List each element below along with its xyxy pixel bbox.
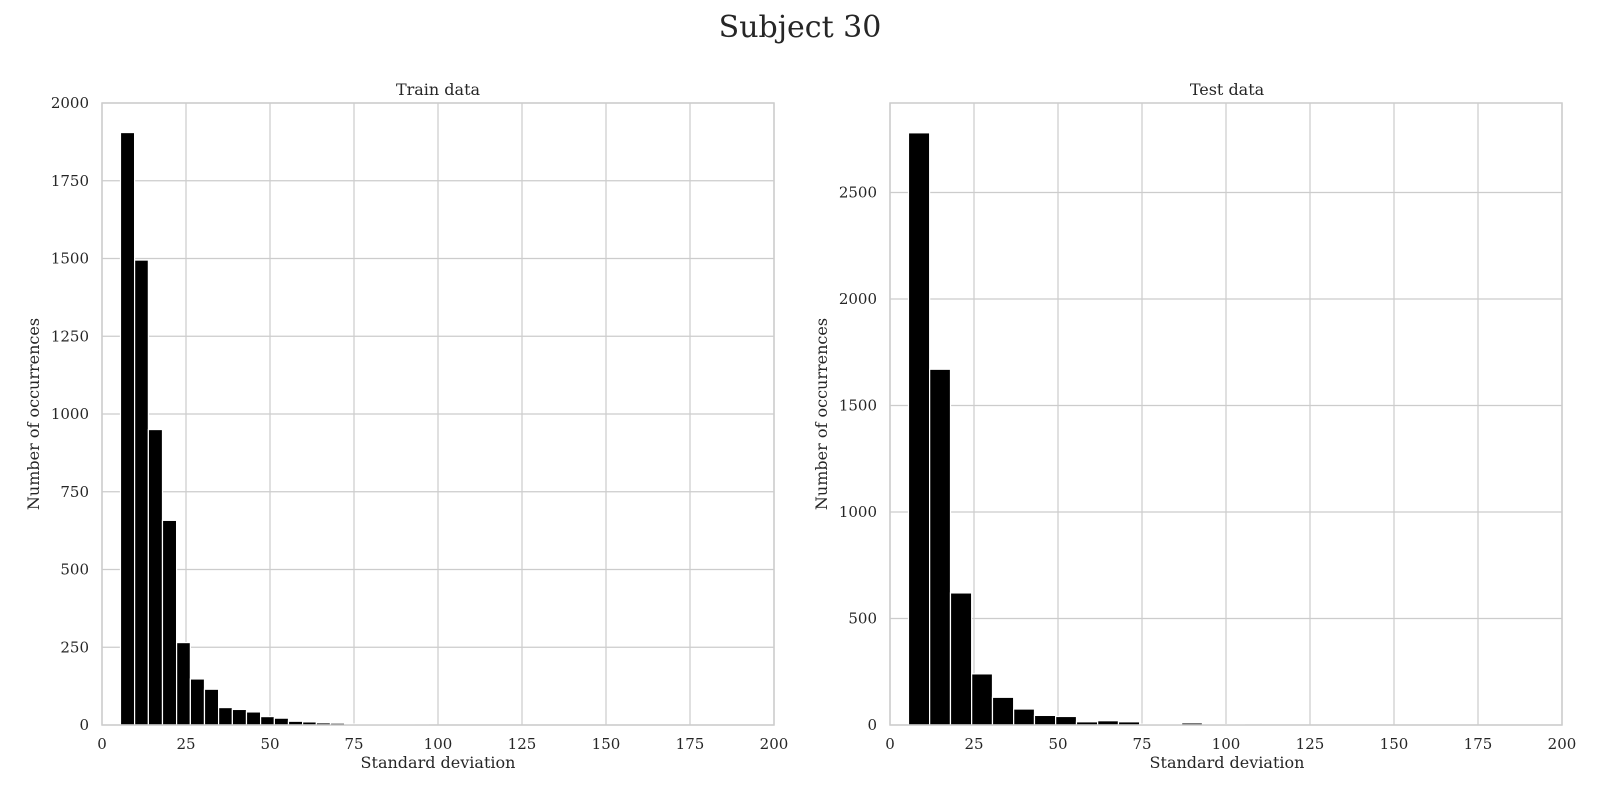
train-y-tick-label: 1750	[51, 172, 89, 190]
test-bar	[1013, 708, 1036, 726]
train-x-tick-label: 200	[760, 735, 789, 753]
train-x-tick-label: 150	[592, 735, 621, 753]
train-bar	[231, 708, 248, 726]
train-bar	[189, 678, 206, 726]
test-y-tick-label: 2500	[839, 183, 877, 201]
test-bars	[907, 132, 1246, 726]
train-y-tick-label: 1500	[51, 250, 89, 268]
figure-suptitle: Subject 30	[718, 10, 882, 45]
test-bar	[949, 592, 973, 726]
train-y-tick-label: 500	[60, 561, 89, 579]
train-bar	[259, 716, 275, 726]
train-y-tick-label: 250	[60, 638, 89, 656]
train-bar	[119, 131, 136, 726]
train-y-ticks: 0 250 500 750 1000 1250 1500 1750 2000	[51, 94, 89, 734]
train-plot-frame	[101, 102, 775, 726]
test-x-tick-label: 25	[964, 735, 983, 753]
test-bar	[1033, 714, 1057, 726]
test-x-tick-label: 75	[1132, 735, 1151, 753]
test-y-tick-label: 1500	[839, 396, 877, 414]
train-y-axis-label: Number of occurrences	[24, 318, 43, 510]
test-x-axis-label: Standard deviation	[1150, 753, 1305, 772]
test-x-tick-label: 0	[885, 735, 895, 753]
test-gridlines	[889, 103, 1563, 726]
test-x-tick-label: 175	[1464, 735, 1493, 753]
train-gridlines	[101, 102, 775, 726]
test-y-tick-label: 0	[867, 716, 877, 734]
train-bar	[203, 688, 220, 726]
test-histogram: Test data 0 25 50 75 100 125 150 175 200 0 500 100…	[812, 80, 1576, 772]
train-x-tick-label: 125	[508, 735, 537, 753]
test-y-axis-label: Number of occurrences	[812, 318, 831, 510]
test-x-ticks: 0 25 50 75 100 125 150 175 200	[885, 735, 1576, 753]
test-x-tick-label: 200	[1548, 735, 1577, 753]
train-x-tick-label: 100	[424, 735, 453, 753]
test-y-ticks: 0 500 1000 1500 2000 2500	[839, 183, 877, 734]
test-bar	[1055, 715, 1078, 726]
train-bar	[133, 259, 149, 726]
test-plot-frame	[889, 102, 1563, 726]
test-bar	[929, 368, 952, 726]
test-x-tick-label: 150	[1380, 735, 1409, 753]
train-y-tick-label: 2000	[51, 94, 89, 112]
train-x-tick-label: 25	[176, 735, 195, 753]
train-bar	[175, 641, 191, 726]
train-bar	[273, 717, 290, 726]
train-bar	[245, 711, 262, 726]
test-x-tick-label: 100	[1212, 735, 1241, 753]
train-x-tick-label: 175	[676, 735, 705, 753]
train-bar	[161, 519, 178, 726]
train-x-ticks: 0 25 50 75 100 125 150 175 200	[97, 735, 788, 753]
test-y-tick-label: 2000	[839, 290, 877, 308]
train-x-tick-label: 50	[260, 735, 279, 753]
test-x-tick-label: 50	[1048, 735, 1067, 753]
train-chart-title: Train data	[396, 80, 481, 99]
test-y-tick-label: 500	[848, 609, 877, 627]
train-bar	[147, 428, 164, 726]
train-y-tick-label: 1000	[51, 405, 89, 423]
test-bar	[991, 696, 1015, 726]
test-bar	[907, 132, 931, 726]
test-y-tick-label: 1000	[839, 503, 877, 521]
train-bar	[217, 706, 233, 726]
test-x-tick-label: 125	[1296, 735, 1325, 753]
train-x-tick-label: 75	[344, 735, 363, 753]
test-bar	[971, 673, 994, 726]
train-histogram: Train data 0 25 50 75 100 125 150 175 200 0 250 50…	[24, 80, 788, 772]
train-y-tick-label: 0	[79, 716, 89, 734]
train-y-tick-label: 750	[60, 483, 89, 501]
train-y-tick-label: 1250	[51, 327, 89, 345]
train-bars	[119, 131, 430, 726]
train-x-axis-label: Standard deviation	[361, 753, 516, 772]
test-chart-title: Test data	[1190, 80, 1265, 99]
train-x-tick-label: 0	[97, 735, 107, 753]
